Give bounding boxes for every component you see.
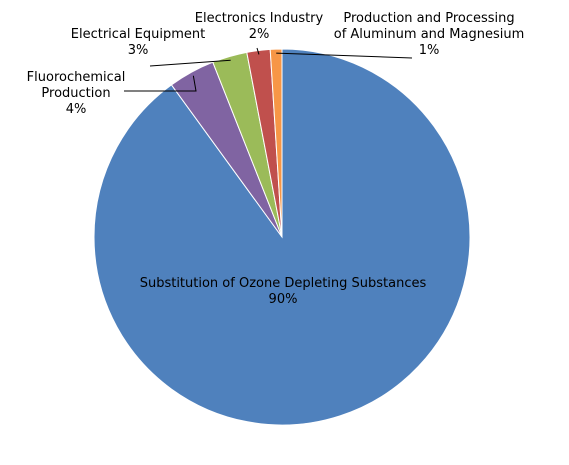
pie-slice-5 — [269, 48, 283, 238]
slice-label-2: Fluorochemical Production 4% — [27, 70, 126, 117]
slice-name-line: Substitution of Ozone Depleting Substanc… — [140, 276, 427, 291]
slice-label-5: Production and Processing of Aluminum and… — [334, 11, 525, 58]
slice-name-line: Production — [41, 86, 110, 101]
slice-label-4: Electronics Industry 2% — [195, 11, 324, 42]
slice-label-3: Electrical Equipment 3% — [71, 27, 205, 58]
slice-percent: 4% — [66, 102, 87, 117]
leader-line-3 — [149, 59, 231, 67]
slice-name-line: Production and Processing — [343, 11, 514, 26]
slice-percent: 3% — [128, 43, 149, 58]
slice-percent: 1% — [419, 43, 440, 58]
slice-name-line: Electronics Industry — [195, 11, 324, 26]
leader-line-4 — [256, 47, 260, 55]
slice-name-line: Fluorochemical — [27, 70, 126, 85]
slice-name-line: Electrical Equipment — [71, 27, 205, 42]
leader-line-2 — [124, 75, 197, 92]
slice-percent: 2% — [249, 27, 270, 42]
slice-label-1: Substitution of Ozone Depleting Substanc… — [140, 276, 427, 307]
leader-line-5 — [276, 52, 413, 59]
leader-lines — [124, 47, 413, 92]
slice-percent: 90% — [269, 292, 298, 307]
slice-name-line: of Aluminum and Magnesium — [334, 27, 525, 42]
slice-labels: Substitution of Ozone Depleting Substanc… — [27, 11, 525, 307]
pie-slices — [93, 48, 471, 426]
